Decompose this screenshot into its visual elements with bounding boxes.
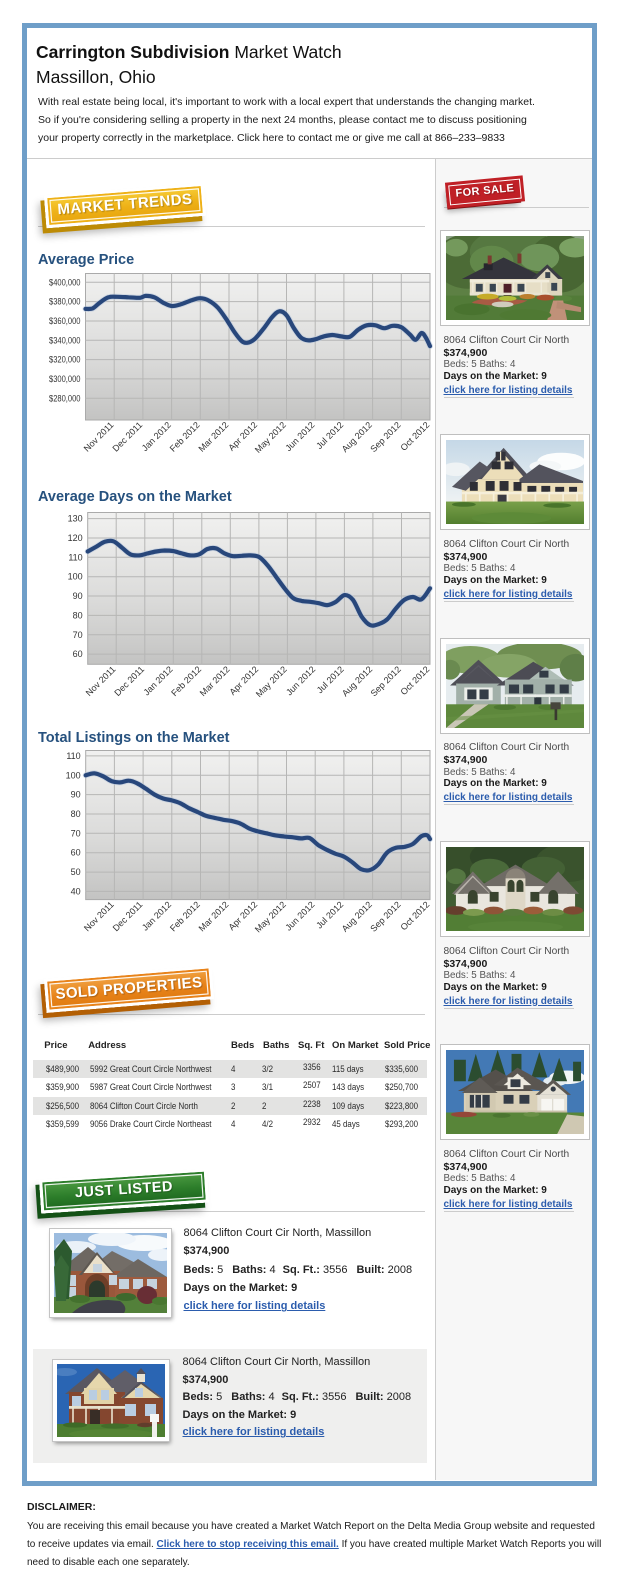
svg-text:Nov 2011: Nov 2011 bbox=[82, 420, 116, 454]
svg-text:Jun 2012: Jun 2012 bbox=[283, 899, 316, 932]
svg-text:Jun 2012: Jun 2012 bbox=[284, 664, 317, 697]
svg-text:$300,000: $300,000 bbox=[49, 374, 81, 384]
svg-text:Feb 2012: Feb 2012 bbox=[168, 420, 202, 454]
svg-text:Mar 2012: Mar 2012 bbox=[196, 420, 230, 454]
svg-text:40: 40 bbox=[71, 886, 81, 896]
svg-text:70: 70 bbox=[71, 828, 81, 838]
svg-text:80: 80 bbox=[71, 809, 81, 819]
svg-text:May 2012: May 2012 bbox=[253, 899, 288, 934]
svg-text:Oct 2012: Oct 2012 bbox=[399, 420, 432, 453]
svg-text:90: 90 bbox=[73, 591, 83, 601]
svg-text:Nov 2011: Nov 2011 bbox=[82, 899, 116, 933]
svg-text:Sep 2012: Sep 2012 bbox=[368, 420, 402, 454]
svg-text:$320,000: $320,000 bbox=[49, 355, 81, 365]
svg-text:Dec 2011: Dec 2011 bbox=[110, 420, 144, 454]
svg-text:Oct 2012: Oct 2012 bbox=[399, 899, 432, 932]
svg-text:Dec 2011: Dec 2011 bbox=[111, 899, 145, 933]
svg-text:Aug 2012: Aug 2012 bbox=[340, 420, 374, 454]
svg-text:60: 60 bbox=[73, 649, 83, 659]
svg-text:Aug 2012: Aug 2012 bbox=[340, 899, 374, 933]
svg-text:Mar 2012: Mar 2012 bbox=[197, 899, 231, 933]
svg-text:120: 120 bbox=[68, 533, 83, 543]
svg-text:70: 70 bbox=[73, 630, 83, 640]
svg-text:$340,000: $340,000 bbox=[49, 335, 81, 345]
svg-text:May 2012: May 2012 bbox=[253, 420, 288, 455]
svg-text:Sep 2012: Sep 2012 bbox=[369, 664, 403, 698]
svg-text:$360,000: $360,000 bbox=[49, 316, 81, 326]
svg-text:Oct 2012: Oct 2012 bbox=[399, 664, 432, 697]
svg-text:130: 130 bbox=[68, 514, 83, 524]
svg-text:$280,000: $280,000 bbox=[49, 393, 81, 403]
svg-text:60: 60 bbox=[71, 848, 81, 858]
svg-text:Jun 2012: Jun 2012 bbox=[283, 420, 316, 453]
svg-text:May 2012: May 2012 bbox=[254, 664, 289, 699]
svg-text:110: 110 bbox=[66, 751, 80, 761]
svg-text:Mar 2012: Mar 2012 bbox=[198, 664, 232, 698]
svg-text:Feb 2012: Feb 2012 bbox=[168, 899, 202, 933]
svg-text:100: 100 bbox=[68, 572, 83, 582]
svg-text:$400,000: $400,000 bbox=[49, 277, 81, 287]
svg-text:$380,000: $380,000 bbox=[49, 297, 81, 307]
svg-text:Nov 2011: Nov 2011 bbox=[84, 664, 118, 698]
svg-text:Feb 2012: Feb 2012 bbox=[169, 664, 203, 698]
svg-text:50: 50 bbox=[71, 867, 81, 877]
svg-text:Dec 2011: Dec 2011 bbox=[112, 664, 146, 698]
svg-text:110: 110 bbox=[68, 552, 82, 562]
svg-text:80: 80 bbox=[73, 610, 83, 620]
svg-text:Sep 2012: Sep 2012 bbox=[368, 899, 402, 933]
svg-text:100: 100 bbox=[66, 770, 81, 780]
svg-text:90: 90 bbox=[71, 790, 81, 800]
